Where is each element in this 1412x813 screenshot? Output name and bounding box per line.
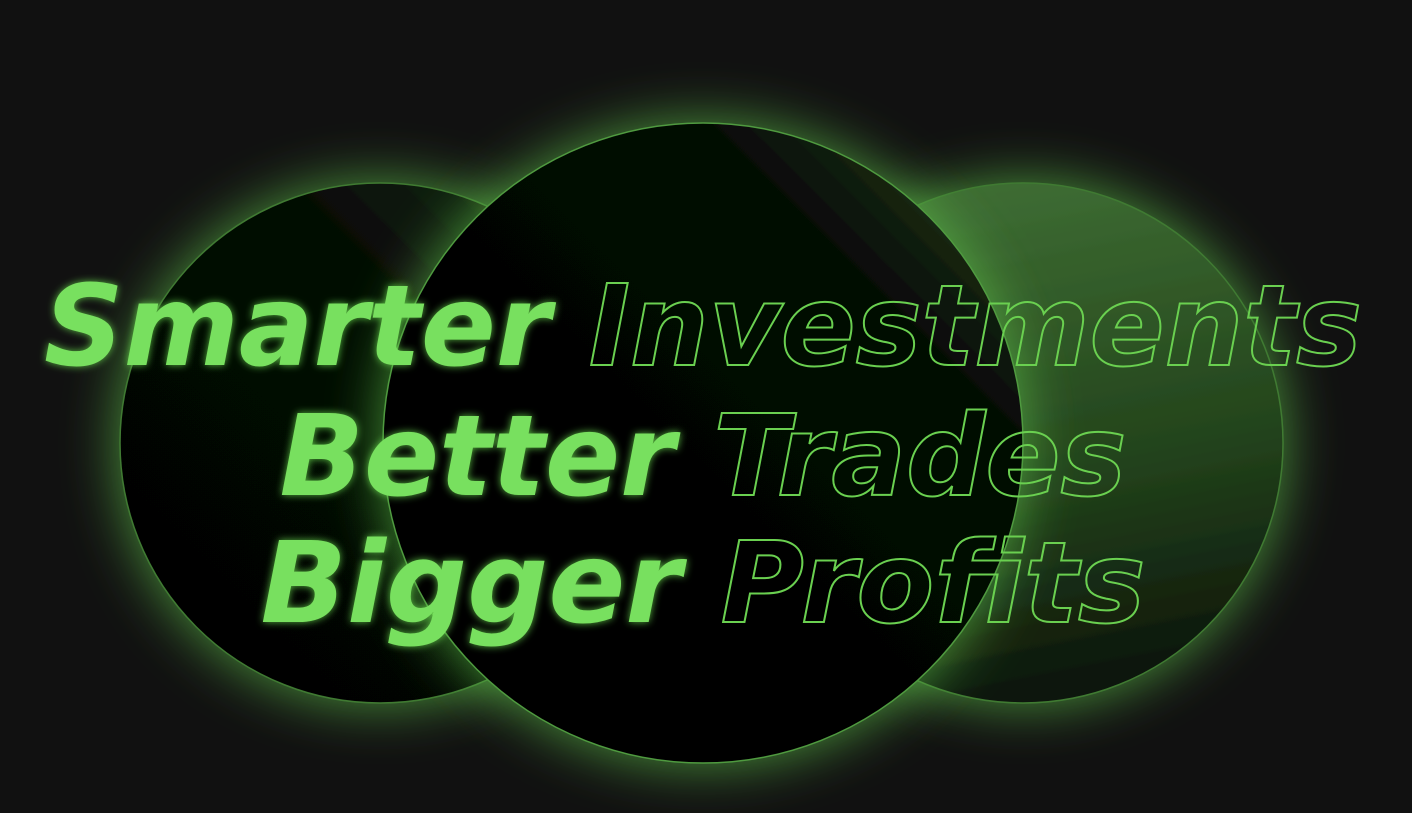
headline-line: Bigger Profits bbox=[261, 519, 1146, 649]
headline-line: Better Trades bbox=[280, 392, 1127, 522]
headline-outline: Investments bbox=[589, 262, 1362, 392]
headline-solid: Bigger bbox=[261, 519, 689, 649]
headline-line: Smarter Investments bbox=[44, 262, 1362, 392]
headline-outline: Profits bbox=[721, 519, 1146, 649]
headline-solid: Smarter bbox=[44, 262, 557, 392]
circle-center bbox=[382, 122, 1024, 764]
headline-solid: Better bbox=[280, 392, 682, 522]
headline-outline: Trades bbox=[713, 392, 1126, 522]
